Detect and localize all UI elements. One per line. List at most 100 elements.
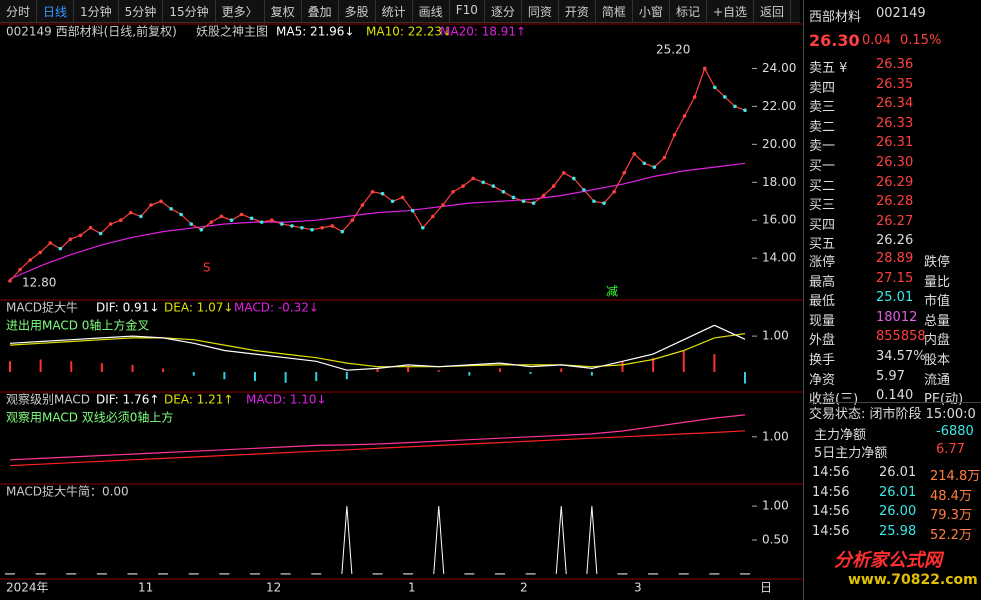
ma20-line — [9, 162, 746, 280]
toolbar-button[interactable]: 5分钟 — [119, 0, 164, 22]
panel-header: DIF: 0.91↓ — [96, 301, 159, 315]
close-point — [370, 189, 375, 194]
stat-value: 0.140 — [876, 388, 914, 404]
toolbar-button[interactable]: 统计 — [376, 0, 413, 22]
panel-note: 进出用MACD 0轴上方金叉 — [6, 318, 149, 333]
close-point — [209, 220, 214, 224]
toolbar-button[interactable]: 分时 — [0, 0, 38, 22]
close-point — [461, 184, 465, 188]
close-point — [551, 184, 556, 188]
close-point — [390, 199, 395, 204]
close-point — [672, 133, 677, 137]
book-label: 买四 — [809, 217, 836, 233]
book-price: 26.26 — [876, 233, 914, 249]
close-point — [68, 237, 73, 241]
stat-label: 涨停 — [809, 255, 836, 270]
logo: 分析家公式网 — [834, 550, 942, 571]
toolbar-button[interactable]: 日线 — [37, 0, 75, 22]
x-tick-label: 2 — [520, 581, 528, 595]
book-price: 26.28 — [876, 194, 914, 210]
book-label: 卖四 — [809, 80, 836, 96]
close-point — [18, 267, 22, 272]
flow-label: 主力净额 — [814, 428, 867, 443]
panel-header: DEA: 1.21↑ — [164, 393, 233, 407]
toolbar-button[interactable]: 1分钟 — [74, 0, 119, 22]
annotation: 12.80 — [22, 276, 56, 290]
toolbar-button[interactable]: 小窗 — [633, 0, 670, 22]
close-point — [350, 218, 355, 223]
toolbar-button[interactable]: F10 — [450, 0, 485, 22]
close-point — [199, 227, 204, 232]
stat-label: 外盘 — [809, 333, 836, 349]
book-label: 卖二 — [809, 119, 836, 135]
tick-price: 26.01 — [879, 484, 917, 500]
x-tick-label: 1 — [408, 581, 416, 595]
chart-area: 002149 西部材料(日线,前复权) 妖股之神主图 MA5: 21.96↓ MA10… — [0, 23, 803, 595]
book-price: 26.29 — [876, 174, 914, 190]
y-tick-label: 1.00 — [762, 329, 789, 343]
toolbar-button[interactable]: 15分钟 — [163, 0, 216, 22]
stat-label: 市值 — [924, 294, 951, 310]
toolbar-button[interactable]: 同资 — [522, 0, 559, 22]
x-tick-label: 11 — [138, 581, 153, 595]
flow-label: 5日主力净额 — [814, 446, 888, 461]
close-point — [269, 218, 274, 223]
toolbar-button[interactable]: 复权 — [265, 0, 302, 22]
toolbar-button[interactable]: 返回 — [754, 0, 792, 22]
close-point — [481, 180, 486, 185]
close-point — [541, 193, 546, 198]
close-point — [431, 214, 435, 219]
change: 0.04 — [862, 33, 891, 48]
toolbar-button[interactable]: 简框 — [596, 0, 633, 22]
close-point — [259, 220, 264, 224]
annotation: S — [203, 261, 211, 275]
close-point — [572, 176, 576, 181]
close-point — [179, 212, 183, 217]
book-label: 买一 — [809, 159, 836, 174]
y-tick-label: 1.00 — [762, 429, 789, 443]
panel-header: 002149 西部材料(日线,前复权) — [6, 24, 177, 39]
stat-label: 总量 — [924, 313, 951, 329]
book-price: 26.36 — [876, 57, 914, 72]
close-point — [219, 214, 224, 219]
panel-header: 妖股之神主图 — [196, 25, 268, 39]
toolbar-button[interactable]: 多股 — [339, 0, 376, 22]
stock-name: 西部材料 — [809, 10, 862, 25]
toolbar-button[interactable]: 标记 — [670, 0, 707, 22]
toolbar-button[interactable]: +自选 — [707, 0, 755, 22]
dif-line — [9, 324, 746, 371]
close-point — [592, 199, 596, 204]
book-price: 26.27 — [876, 213, 914, 229]
tick-price: 26.00 — [879, 504, 917, 519]
toolbar-button[interactable]: 画线 — [413, 0, 450, 22]
close-point — [733, 104, 737, 109]
x-tick-label: 12 — [266, 581, 281, 595]
close-point — [531, 201, 536, 205]
stat-label: 净资 — [809, 372, 836, 388]
book-label: 买三 — [809, 198, 836, 214]
toolbar-button[interactable]: 逐分 — [485, 0, 522, 22]
trade-status: 交易状态: 闭市阶段 15:00:0 — [809, 402, 981, 422]
tick-price: 26.01 — [879, 465, 917, 480]
last-price: 26.30 — [809, 31, 860, 50]
quote-panel: 西部材料 002149 26.30 0.04 0.15% 卖五 ¥26.36 卖四 26.35… — [803, 0, 981, 600]
x-tick-label: 日 — [760, 581, 772, 595]
panel-header: DEA: 1.07↓ — [164, 301, 233, 315]
close-point — [310, 227, 314, 232]
book-price: 26.30 — [876, 155, 914, 170]
close-point — [48, 241, 53, 245]
toolbar-button[interactable]: 更多〉 — [216, 0, 265, 22]
close-point — [118, 218, 123, 223]
close-point — [169, 207, 173, 211]
close-point — [441, 203, 445, 207]
toolbar-button[interactable]: 叠加 — [302, 0, 339, 22]
stat-value: 25.01 — [876, 290, 914, 306]
tick-volume: 79.3万 — [930, 508, 972, 523]
close-point — [280, 222, 284, 226]
signal-spike — [555, 506, 567, 574]
toolbar-button[interactable]: 开资 — [559, 0, 596, 22]
dea-line — [9, 333, 746, 368]
close-point — [662, 155, 667, 160]
close-point — [702, 66, 707, 71]
x-tick-label: 2024年 — [6, 581, 49, 595]
